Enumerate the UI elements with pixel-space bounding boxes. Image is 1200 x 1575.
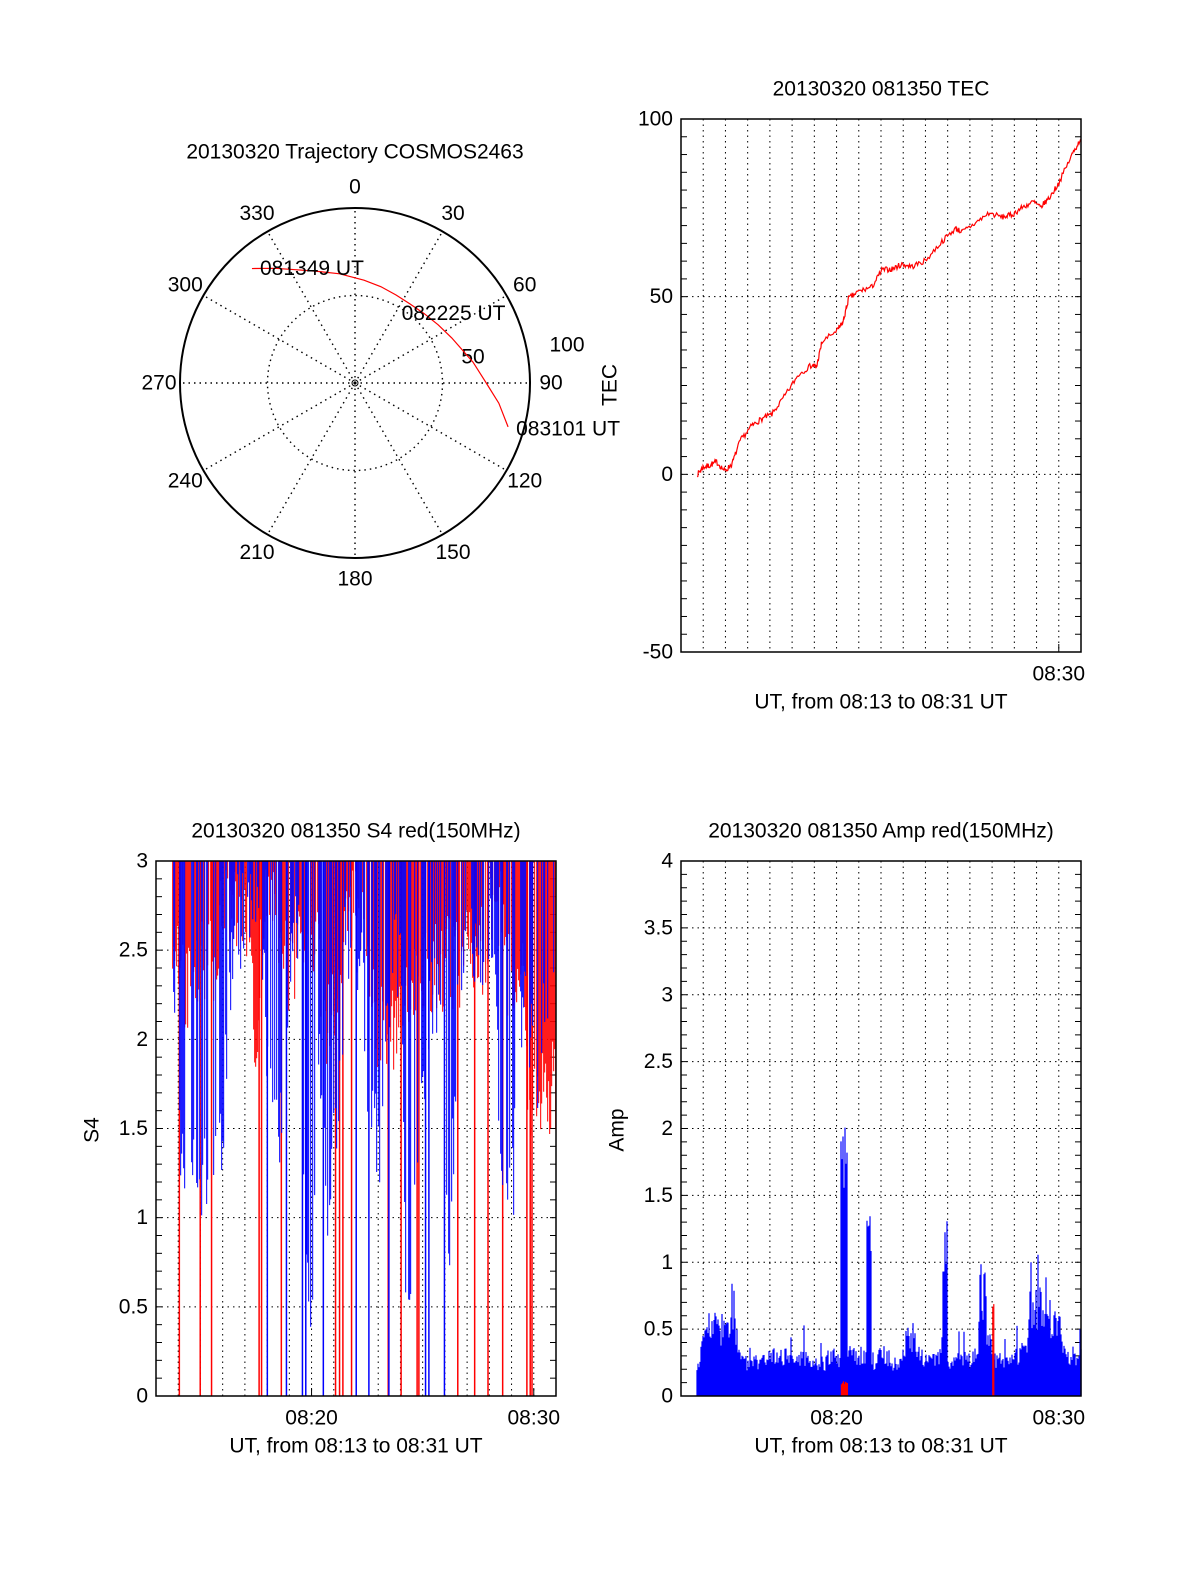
y-tick-label: 3.5 xyxy=(644,916,673,939)
tec-series-line xyxy=(696,139,1082,478)
y-tick-label: 3 xyxy=(661,983,673,1006)
y-tick-label: -50 xyxy=(643,641,673,664)
polar-title: 20130320 Trajectory COSMOS2463 xyxy=(186,141,523,164)
x-tick-label: 08:30 xyxy=(1032,663,1085,686)
azimuth-label: 330 xyxy=(239,202,274,225)
x-axis-label: UT, from 08:13 to 08:31 UT xyxy=(229,1435,482,1458)
amp-series-red xyxy=(840,1304,995,1396)
azimuth-label: 180 xyxy=(337,568,372,591)
y-tick-label: 2.5 xyxy=(119,939,148,962)
chart-title: 20130320 081350 S4 red(150MHz) xyxy=(191,820,520,843)
trajectory-time-label: 081349 UT xyxy=(260,257,364,280)
azimuth-label: 0 xyxy=(349,176,361,199)
chart-title: 20130320 081350 Amp red(150MHz) xyxy=(708,820,1054,843)
s4-series-blue xyxy=(173,861,555,1396)
y-tick-label: 50 xyxy=(650,285,673,308)
y-axis-label: S4 xyxy=(81,1117,104,1143)
x-axis-label: UT, from 08:13 to 08:31 UT xyxy=(754,1435,1007,1458)
polar-center xyxy=(351,379,359,387)
azimuth-label: 60 xyxy=(513,274,536,297)
plot-frame xyxy=(680,860,1082,1397)
polar-spoke xyxy=(203,382,356,472)
y-axis-label: TEC xyxy=(599,364,622,406)
radial-label-100: 100 xyxy=(549,334,584,357)
x-axis-label: UT, from 08:13 to 08:31 UT xyxy=(754,691,1007,714)
azimuth-label: 30 xyxy=(441,202,464,225)
y-axis-label: Amp xyxy=(606,1108,629,1151)
y-tick-label: 0 xyxy=(661,1385,673,1408)
azimuth-label: 240 xyxy=(168,470,203,493)
azimuth-label: 270 xyxy=(141,372,176,395)
amp-plot: 4 3.5 3 2.5 2 1.5 1 0.5 0 08:20 08:30 20130320 0813… xyxy=(606,820,1086,1458)
y-tick-label: 4 xyxy=(661,850,673,873)
polar-spoke xyxy=(266,382,356,535)
azimuth-label: 90 xyxy=(539,372,562,395)
y-tick-label: 0 xyxy=(661,463,673,486)
y-tick-label: 3 xyxy=(136,850,148,873)
azimuth-label: 120 xyxy=(507,470,542,493)
trajectory-time-label: 082225 UT xyxy=(402,302,506,325)
y-tick-label: 1 xyxy=(136,1206,148,1229)
x-tick-label: 08:30 xyxy=(1032,1407,1085,1430)
trajectory-time-label: 083101 UT xyxy=(516,417,620,440)
polar-spoke xyxy=(354,382,444,535)
y-tick-label: 2 xyxy=(661,1117,673,1140)
polar-trajectory-plot: 20130320 Trajectory COSMOS2463 0 30 60 90 120… xyxy=(141,141,620,591)
y-tick-label: 1.5 xyxy=(644,1184,673,1207)
y-tick-label: 1 xyxy=(661,1251,673,1274)
amp-series-blue xyxy=(696,1127,1082,1396)
polar-spoke xyxy=(266,231,356,384)
y-tick-label: 1.5 xyxy=(119,1117,148,1140)
y-tick-label: 0 xyxy=(136,1385,148,1408)
x-tick-label: 08:20 xyxy=(810,1407,863,1430)
plot-frame xyxy=(155,860,557,1397)
azimuth-label: 150 xyxy=(435,541,470,564)
trajectory-line xyxy=(251,267,509,428)
y-tick-label: 0.5 xyxy=(644,1318,673,1341)
y-tick-label: 100 xyxy=(638,108,673,131)
y-tick-label: 0.5 xyxy=(119,1295,148,1318)
tec-plot: 100 50 0 -50 08:30 20130320 081350 TEC UT, fro… xyxy=(599,78,1086,714)
y-tick-label: 2 xyxy=(136,1028,148,1051)
x-tick-label: 08:30 xyxy=(507,1407,560,1430)
y-tick-label: 2.5 xyxy=(644,1050,673,1073)
chart-title: 20130320 081350 TEC xyxy=(773,78,990,101)
plot-frame xyxy=(680,118,1082,653)
radial-label-50: 50 xyxy=(461,346,484,369)
x-tick-label: 08:20 xyxy=(285,1407,338,1430)
polar-spoke xyxy=(354,382,507,472)
azimuth-label: 300 xyxy=(168,274,203,297)
azimuth-label: 210 xyxy=(239,541,274,564)
s4-plot: 3 2.5 2 1.5 1 0.5 0 08:20 08:30 20130320 081350 S… xyxy=(81,820,561,1458)
polar-ring-50 xyxy=(266,294,444,472)
polar-outer-ring xyxy=(179,207,531,559)
